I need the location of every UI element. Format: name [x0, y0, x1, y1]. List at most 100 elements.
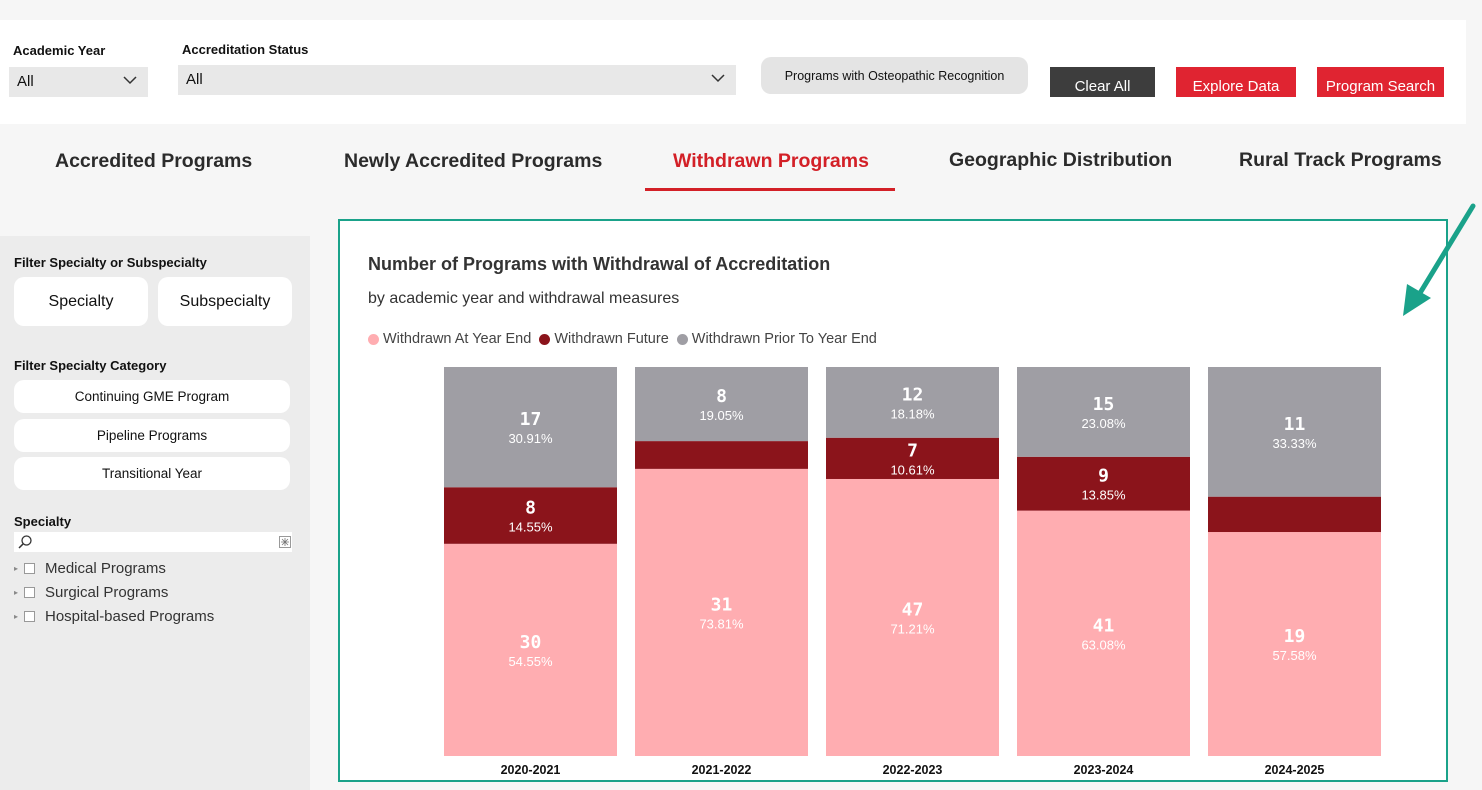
tab-geographic-distribution[interactable]: Geographic Distribution	[949, 149, 1173, 171]
chart-title: Number of Programs with Withdrawal of Ac…	[368, 254, 831, 274]
bar-percent-label: 23.08%	[1081, 416, 1126, 431]
bar-segment-year-end[interactable]	[1208, 532, 1381, 756]
chart-subtitle: by academic year and withdrawal measures	[368, 290, 680, 307]
accreditation-status-value: All	[186, 71, 203, 88]
legend-dot	[539, 333, 551, 345]
checkbox[interactable]	[24, 563, 35, 574]
bar-value-label: 7	[907, 440, 918, 461]
tree-item-hospital-based-programs[interactable]: ▸ Hospital-based Programs	[14, 608, 214, 625]
chevron-down-icon	[711, 74, 725, 83]
x-tick-label: 2024-2025	[1265, 763, 1325, 777]
clear-all-button[interactable]: Clear All	[1050, 67, 1155, 97]
tab-rural-track-programs[interactable]: Rural Track Programs	[1239, 149, 1442, 171]
x-tick-label: 2021-2022	[692, 763, 752, 777]
academic-year-label: Academic Year	[13, 43, 106, 58]
withdrawal-chart-panel: Number of Programs with Withdrawal of Ac…	[338, 219, 1448, 782]
bar-value-label: 15	[1093, 394, 1115, 415]
bar-segment-year-end[interactable]	[635, 468, 808, 756]
bar-segment-future[interactable]	[444, 487, 617, 544]
bar-value-label: 17	[520, 409, 542, 430]
bar-value-label: 19	[1284, 626, 1306, 647]
bar-segment-prior[interactable]	[635, 367, 808, 442]
specialty-search-input[interactable]	[14, 532, 292, 552]
checkbox[interactable]	[24, 611, 35, 622]
bar-percent-label: 14.55%	[508, 520, 553, 535]
bar-segment-future[interactable]	[826, 437, 999, 479]
bar-percent-label: 71.21%	[890, 621, 935, 636]
legend-label: Withdrawn At Year End	[383, 331, 532, 347]
bar-value-label: 47	[902, 599, 924, 620]
bar-percent-label: 73.81%	[699, 616, 744, 631]
checkbox[interactable]	[24, 587, 35, 598]
specialty-title: Specialty	[14, 514, 72, 529]
chart-legend: Withdrawn At Year End Withdrawn Future W…	[368, 331, 877, 347]
bar-value-label: 12	[902, 384, 924, 405]
bar-value-label: 30	[520, 632, 542, 653]
category-continuing-gme-button[interactable]: Continuing GME Program	[14, 380, 290, 413]
tree-item-medical-programs[interactable]: ▸ Medical Programs	[14, 560, 166, 577]
academic-year-value: All	[17, 73, 34, 90]
legend-dot	[368, 333, 379, 345]
bar-value-label: 41	[1093, 615, 1115, 636]
bar-percent-label: 54.55%	[508, 654, 553, 669]
bar-value-label: 31	[711, 594, 733, 615]
tree-item-label: Medical Programs	[45, 560, 166, 577]
subspecialty-button[interactable]: Subspecialty	[158, 277, 292, 326]
specialty-button[interactable]: Specialty	[14, 277, 148, 326]
expand-arrow-icon[interactable]: ▸	[14, 588, 19, 597]
bar-percent-label: 63.08%	[1081, 637, 1126, 652]
tree-item-surgical-programs[interactable]: ▸ Surgical Programs	[14, 584, 168, 601]
bar-segment-prior[interactable]	[1017, 367, 1190, 457]
program-search-button[interactable]: Program Search	[1317, 67, 1444, 97]
x-tick-label: 2023-2024	[1074, 763, 1134, 777]
accreditation-status-label: Accreditation Status	[182, 42, 309, 57]
bar-value-label: 8	[525, 498, 536, 519]
bar-value-label: 9	[1098, 466, 1109, 487]
chevron-down-icon	[123, 76, 137, 85]
bar-segment-year-end[interactable]	[444, 543, 617, 756]
accreditation-status-dropdown[interactable]: All	[178, 65, 736, 95]
academic-year-dropdown[interactable]: All	[9, 67, 148, 97]
bar-percent-label: 18.18%	[890, 406, 935, 421]
bar-segment-year-end[interactable]	[1017, 510, 1190, 756]
bar-percent-label: 33.33%	[1272, 436, 1317, 451]
bar-segment-future[interactable]	[635, 441, 808, 469]
search-icon	[18, 535, 32, 549]
bar-segment-future[interactable]	[1208, 496, 1381, 533]
expand-arrow-icon[interactable]: ▸	[14, 612, 19, 621]
bar-segment-prior[interactable]	[1208, 367, 1381, 497]
bar-segment-year-end[interactable]	[826, 478, 999, 756]
filter-sidebar: Filter Specialty or Subspecialty Special…	[0, 236, 310, 790]
category-transitional-year-button[interactable]: Transitional Year	[14, 457, 290, 490]
bar-segment-prior[interactable]	[826, 367, 999, 438]
legend-item-prior[interactable]: Withdrawn Prior To Year End	[676, 331, 877, 347]
bar-percent-label: 10.61%	[890, 462, 935, 477]
legend-label: Withdrawn Prior To Year End	[691, 331, 877, 347]
active-tab-underline	[645, 188, 895, 191]
legend-label: Withdrawn Future	[554, 331, 669, 347]
category-pipeline-programs-button[interactable]: Pipeline Programs	[14, 419, 290, 452]
osteopathic-recognition-button[interactable]: Programs with Osteopathic Recognition	[761, 57, 1028, 94]
stacked-bar-chart: 3054.55%814.55%1730.91%2020-20213173.81%…	[444, 367, 1381, 777]
x-tick-label: 2022-2023	[883, 763, 943, 777]
tab-accredited-programs[interactable]: Accredited Programs	[55, 150, 253, 172]
annotation-arrow-icon	[1403, 203, 1476, 316]
filter-bar: Academic Year All Accreditation Status A…	[0, 20, 1466, 124]
tab-newly-accredited-programs[interactable]: Newly Accredited Programs	[344, 150, 603, 172]
expand-arrow-icon[interactable]: ▸	[14, 564, 19, 573]
bar-segment-prior[interactable]	[444, 367, 617, 488]
bar-percent-label: 13.85%	[1081, 488, 1126, 503]
bar-percent-label: 57.58%	[1272, 648, 1317, 663]
legend-item-future[interactable]: Withdrawn Future	[539, 331, 669, 347]
legend-item-year-end[interactable]: Withdrawn At Year End	[368, 331, 531, 347]
clear-selection-icon[interactable]	[279, 536, 291, 548]
filter-specialty-title: Filter Specialty or Subspecialty	[14, 255, 207, 270]
bar-percent-label: 19.05%	[699, 408, 744, 423]
bar-segment-future[interactable]	[1017, 456, 1190, 511]
tree-item-label: Surgical Programs	[45, 584, 169, 601]
bar-value-label: 8	[716, 386, 727, 407]
tab-withdrawn-programs[interactable]: Withdrawn Programs	[673, 150, 869, 172]
explore-data-button[interactable]: Explore Data	[1176, 67, 1296, 97]
legend-dot	[676, 333, 688, 345]
bar-value-label: 11	[1284, 414, 1306, 435]
